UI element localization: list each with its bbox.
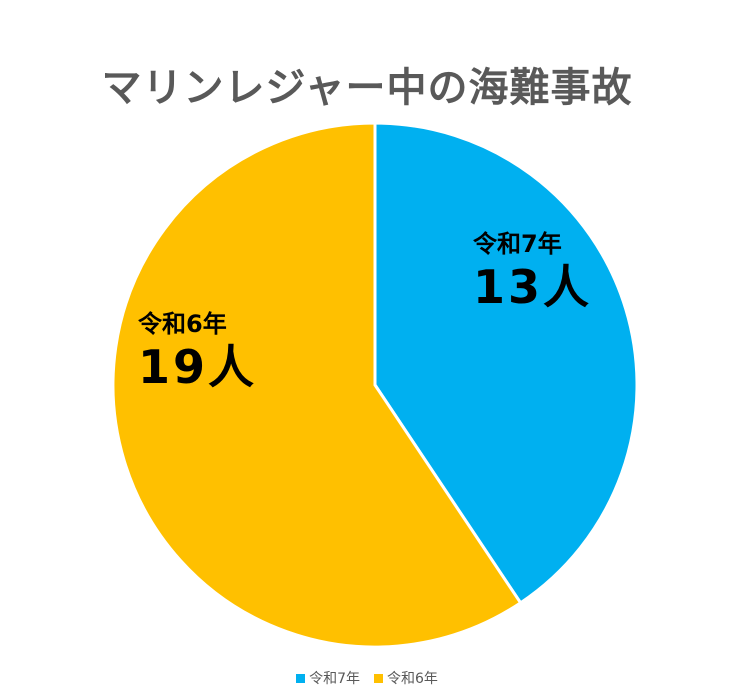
legend: 令和7年 令和6年: [0, 668, 734, 688]
legend-label: 令和7年: [309, 671, 360, 687]
data-label-unit: 人: [208, 340, 258, 395]
data-label-reiwa6: 令和6年 19人: [138, 310, 258, 395]
legend-item-reiwa7: 令和7年: [296, 668, 360, 688]
legend-label: 令和6年: [387, 671, 438, 687]
chart-title: マリンレジャー中の海難事故: [101, 65, 633, 111]
legend-swatch-reiwa6: [374, 673, 383, 683]
legend-swatch-reiwa7: [296, 673, 306, 683]
data-label-reiwa7: 令和7年 13人: [473, 230, 593, 315]
pie-slice-reiwa6: [111, 121, 523, 649]
data-label-value: 13: [473, 260, 544, 315]
data-label-value: 19: [138, 340, 209, 395]
data-label-unit: 人: [543, 260, 593, 315]
data-label-category: 令和7年: [473, 230, 562, 258]
data-label-category: 令和6年: [138, 310, 227, 338]
legend-item-reiwa6: 令和6年: [374, 668, 438, 688]
